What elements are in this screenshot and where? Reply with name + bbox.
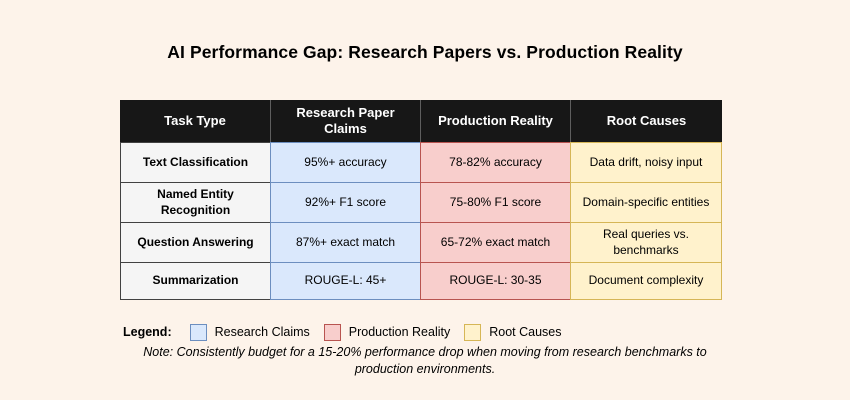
table-cell-task: Question Answering (120, 222, 270, 262)
table-cell-task: Summarization (120, 262, 270, 300)
legend-item-label: Root Causes (489, 325, 562, 339)
comparison-table: Task Type Research Paper Claims Producti… (120, 100, 722, 300)
legend-title: Legend: (123, 325, 172, 339)
column-header-task-type: Task Type (120, 100, 270, 142)
column-header-root-causes: Root Causes (570, 100, 722, 142)
table-cell-production: 75-80% F1 score (420, 182, 570, 222)
legend-item-label: Production Reality (348, 325, 451, 339)
column-header-production-reality: Production Reality (420, 100, 570, 142)
table-cell-root: Document complexity (570, 262, 722, 300)
figure-title: AI Performance Gap: Research Papers vs. … (167, 42, 683, 62)
table-cell-research: 95%+ accuracy (270, 142, 420, 182)
column-header-research-claims: Research Paper Claims (270, 100, 420, 142)
table-cell-root: Data drift, noisy input (570, 142, 722, 182)
table-cell-production: 78-82% accuracy (420, 142, 570, 182)
legend-item-research-claims: Research Claims (189, 323, 310, 341)
table-cell-research: ROUGE-L: 45+ (270, 262, 420, 300)
research-claims-swatch-icon (189, 323, 207, 341)
legend-item-label: Research Claims (214, 325, 310, 339)
table-cell-root: Domain-specific entities (570, 182, 722, 222)
legend-item-root-causes: Root Causes (464, 323, 562, 341)
table-cell-research: 87%+ exact match (270, 222, 420, 262)
production-reality-swatch-icon (323, 323, 341, 341)
table-cell-root: Real queries vs. benchmarks (570, 222, 722, 262)
figure-note: Note: Consistently budget for a 15-20% p… (143, 345, 707, 376)
legend-item-production-reality: Production Reality (323, 323, 451, 341)
legend: Legend: Research Claims Production Reali… (123, 322, 562, 342)
table-cell-production: 65-72% exact match (420, 222, 570, 262)
root-causes-swatch-icon (464, 323, 482, 341)
table-cell-task: Named Entity Recognition (120, 182, 270, 222)
table-cell-research: 92%+ F1 score (270, 182, 420, 222)
table-cell-production: ROUGE-L: 30-35 (420, 262, 570, 300)
table-cell-task: Text Classification (120, 142, 270, 182)
